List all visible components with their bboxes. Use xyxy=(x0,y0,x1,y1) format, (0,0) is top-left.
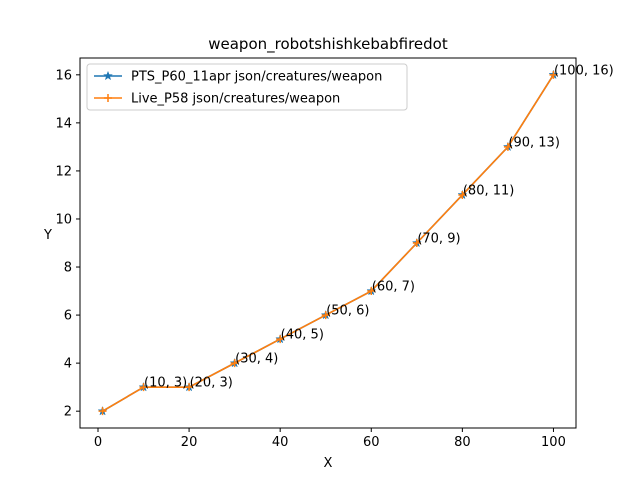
y-tick-label: 16 xyxy=(55,68,72,83)
x-tick-label: 40 xyxy=(272,435,289,450)
x-tick-label: 60 xyxy=(363,435,380,450)
y-axis: 2 4 6 8 10 12 14 16 xyxy=(55,68,80,420)
point-label: (100, 16) xyxy=(554,63,614,78)
data-point xyxy=(321,311,330,320)
y-tick-label: 2 xyxy=(64,405,72,420)
x-tick-label: 80 xyxy=(454,435,471,450)
legend-entry: Live_P58 json/creatures/weapon xyxy=(94,92,340,107)
point-label: (90, 13) xyxy=(508,135,560,150)
data-point xyxy=(458,190,467,199)
point-label: (20, 3) xyxy=(190,376,233,391)
y-tick-label: 10 xyxy=(55,212,72,227)
legend-box xyxy=(86,63,408,111)
plot-area: (10, 3) (20, 3)(30, 4)(40, 5)(50, 6)(60, … xyxy=(97,63,614,416)
data-point xyxy=(185,383,194,392)
x-tick-label: 0 xyxy=(94,435,102,450)
series-2 xyxy=(98,70,558,416)
legend-marker xyxy=(104,94,112,102)
x-axis: 0 20 40 60 80 100 xyxy=(94,428,566,450)
point-label: (50, 6) xyxy=(326,304,369,319)
legend: PTS_P60_11apr json/creatures/weapon Live_… xyxy=(86,63,408,111)
point-annotations: (10, 3) (20, 3)(30, 4)(40, 5)(50, 6)(60, … xyxy=(144,63,614,390)
point-label: (10, 3) xyxy=(144,376,187,391)
x-tick-label: 100 xyxy=(541,435,566,450)
y-tick-label: 4 xyxy=(64,357,72,372)
point-label: (70, 9) xyxy=(417,232,460,247)
data-point xyxy=(230,359,239,368)
point-label: (30, 4) xyxy=(235,352,278,367)
data-point xyxy=(549,70,558,79)
x-axis-title: X xyxy=(324,456,333,471)
data-point xyxy=(139,383,148,392)
axes-frame xyxy=(79,57,577,429)
data-point xyxy=(367,287,376,296)
legend-label: Live_P58 json/creatures/weapon xyxy=(131,92,340,107)
y-axis-title: Y xyxy=(43,228,52,243)
data-point xyxy=(503,142,512,151)
x-tick-label: 20 xyxy=(181,435,198,450)
y-tick-label: 12 xyxy=(55,164,72,179)
legend-entry: PTS_P60_11apr json/creatures/weapon xyxy=(94,70,382,85)
legend-label: PTS_P60_11apr json/creatures/weapon xyxy=(131,70,382,85)
point-label: (60, 7) xyxy=(372,280,415,295)
chart-title: weapon_robotshishkebabfiredot xyxy=(208,35,448,54)
y-tick-label: 14 xyxy=(55,116,72,131)
point-label: (80, 11) xyxy=(463,183,515,198)
y-tick-label: 8 xyxy=(64,261,72,276)
data-point xyxy=(98,407,107,416)
point-label: (40, 5) xyxy=(281,328,324,343)
legend-marker xyxy=(102,70,114,81)
y-tick-label: 6 xyxy=(64,309,72,324)
data-point xyxy=(276,335,285,344)
data-point xyxy=(412,239,421,247)
